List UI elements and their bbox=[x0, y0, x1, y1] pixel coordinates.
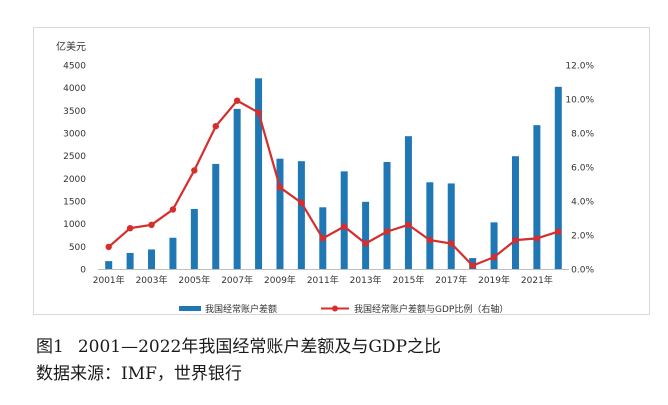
line-point bbox=[469, 262, 476, 269]
line-point bbox=[448, 240, 455, 247]
x-tick-label: 2021年 bbox=[521, 274, 553, 286]
left-y-tick-label: 1500 bbox=[63, 198, 86, 208]
right-y-tick-label: 10.0% bbox=[565, 96, 594, 106]
legend-swatch-bar bbox=[179, 306, 201, 311]
right-y-tick-label: 12.0% bbox=[565, 62, 594, 72]
line-point bbox=[255, 109, 262, 116]
series-line bbox=[107, 99, 559, 267]
bar bbox=[426, 182, 434, 269]
figure-title: 2001—2022年我国经常账户差额及与GDP之比 bbox=[77, 337, 442, 357]
line-point bbox=[276, 184, 284, 191]
line-point bbox=[555, 228, 562, 235]
line-point bbox=[105, 243, 112, 251]
line-point bbox=[383, 228, 391, 235]
x-tick-label: 2013年 bbox=[350, 274, 382, 286]
left-y-tick-label: 4000 bbox=[63, 84, 86, 94]
line-point bbox=[169, 206, 177, 213]
left-y-tick-label: 3000 bbox=[63, 130, 86, 140]
line-point bbox=[126, 225, 134, 232]
line-point bbox=[298, 199, 305, 206]
legend-swatch-point bbox=[332, 305, 338, 312]
bar bbox=[511, 156, 519, 269]
line-point bbox=[490, 253, 498, 261]
x-tick-label: 2017年 bbox=[435, 274, 467, 286]
line-point bbox=[341, 223, 348, 230]
line-point bbox=[212, 123, 219, 130]
figure-caption: 图1 2001—2022年我国经常账户差额及与GDP之比 bbox=[36, 332, 441, 357]
line-point bbox=[512, 236, 519, 244]
bar bbox=[554, 86, 562, 269]
figure-number: 图1 bbox=[36, 337, 64, 357]
right-y-tick-label: 6.0% bbox=[571, 164, 594, 174]
x-tick-label: 2019年 bbox=[478, 274, 510, 286]
bar bbox=[447, 183, 455, 269]
line-point bbox=[319, 235, 326, 242]
line-point bbox=[405, 221, 412, 228]
left-y-tick-label: 2500 bbox=[63, 152, 86, 162]
right-y-tick-label: 2.0% bbox=[571, 232, 594, 242]
left-y-tick-label: 0 bbox=[80, 266, 86, 276]
right-y-tick-label: 4.0% bbox=[571, 198, 594, 208]
x-tick-label: 2011年 bbox=[307, 274, 339, 286]
right-y-tick-label: 0.0% bbox=[571, 266, 594, 276]
bar bbox=[404, 136, 412, 269]
chart-svg: 亿美元 0 500 1000 1500 2000 2500 3000 3500 4000 4500 0… bbox=[56, 40, 594, 315]
x-tick-label: 2001年 bbox=[93, 274, 125, 286]
left-y-tick-label: 3500 bbox=[63, 107, 86, 117]
x-tick-label: 2015年 bbox=[392, 274, 424, 286]
bar bbox=[276, 158, 284, 269]
legend-label-bar: 我国经常账户差额 bbox=[205, 303, 277, 315]
line-point bbox=[233, 97, 241, 104]
left-y-tick-label: 500 bbox=[69, 243, 86, 253]
figure-source: 数据来源：IMF，世界银行 bbox=[36, 364, 242, 384]
bar bbox=[490, 222, 498, 269]
x-tick-label: 2003年 bbox=[136, 274, 168, 286]
bar bbox=[190, 208, 198, 269]
bar bbox=[533, 125, 541, 269]
x-tick-label: 2005年 bbox=[178, 274, 210, 286]
bar bbox=[126, 252, 134, 269]
bar bbox=[148, 249, 156, 269]
chart-frame: 亿美元 0 500 1000 1500 2000 2500 3000 3500 4000 4500 0… bbox=[33, 27, 650, 315]
line-point bbox=[533, 235, 541, 242]
bar bbox=[255, 78, 263, 269]
bar bbox=[233, 108, 241, 270]
bar bbox=[212, 163, 220, 269]
x-tick-label: 2007年 bbox=[221, 274, 253, 286]
left-y-tick-label: 2000 bbox=[63, 175, 86, 185]
left-y-tick-label: 4500 bbox=[63, 62, 86, 72]
right-y-tick-label: 8.0% bbox=[571, 130, 594, 140]
bar bbox=[297, 161, 305, 269]
line-point bbox=[426, 236, 434, 244]
legend-label-line: 我国经常账户差额与GDP比例（右轴） bbox=[354, 303, 508, 315]
left-y-tick-label: 1000 bbox=[63, 220, 86, 230]
bar bbox=[169, 237, 177, 269]
left-axis-unit: 亿美元 bbox=[56, 40, 86, 53]
bar bbox=[340, 171, 348, 269]
line-point bbox=[191, 167, 198, 174]
bar bbox=[105, 261, 113, 269]
x-tick-label: 2009年 bbox=[264, 274, 296, 286]
line-point bbox=[362, 240, 369, 247]
bar bbox=[383, 162, 391, 269]
line-point bbox=[148, 221, 155, 228]
bar bbox=[362, 201, 370, 269]
